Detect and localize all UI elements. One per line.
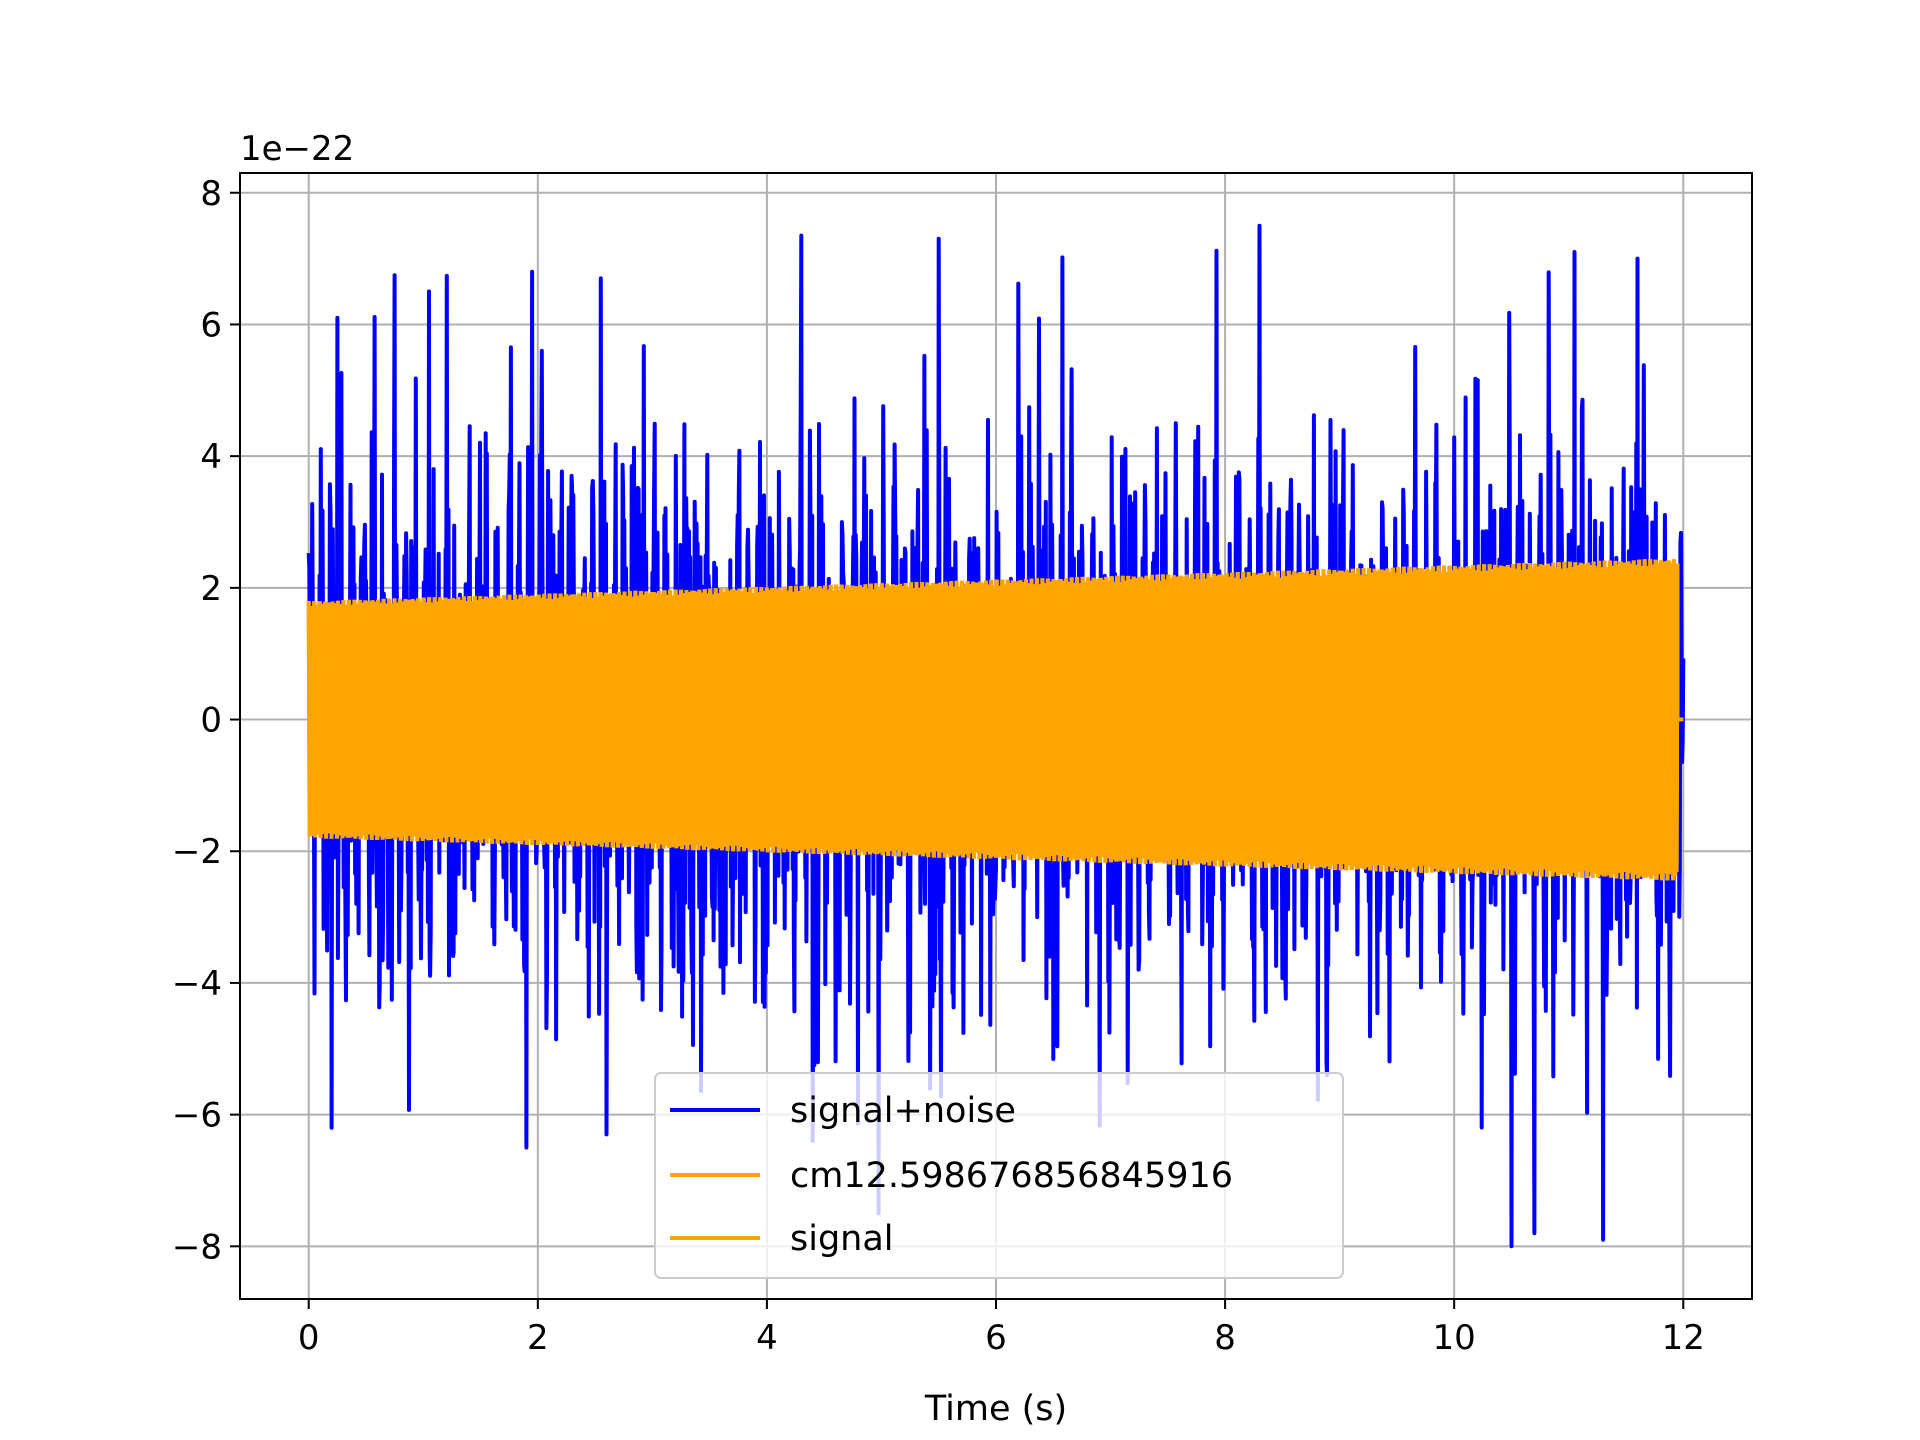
legend-box: [654, 1072, 1344, 1279]
x-tick-label: 12: [1662, 1318, 1705, 1358]
legend-label-cm: cm12.598676856845916: [790, 1156, 1233, 1196]
y-tick-label: 6: [200, 305, 222, 345]
y-axis-ticks: −8 −6 −4 −2 0 2 4 6 8: [172, 174, 240, 1267]
x-tick-label: 10: [1433, 1318, 1476, 1358]
x-tick-label: 8: [1214, 1318, 1236, 1358]
x-axis-label: Time (s): [924, 1389, 1067, 1429]
legend-label-signal: signal: [790, 1219, 894, 1259]
legend: signal+noise cm12.598676856845916 signal: [654, 1072, 1344, 1279]
y-tick-label: −8: [172, 1227, 222, 1267]
x-tick-label: 6: [985, 1318, 1007, 1358]
y-tick-label: 2: [200, 569, 222, 609]
legend-label-signal-noise: signal+noise: [790, 1091, 1016, 1131]
x-axis-ticks: 0 2 4 6 8 10 12: [298, 1299, 1705, 1358]
y-tick-label: −2: [172, 832, 222, 872]
x-tick-label: 4: [756, 1318, 778, 1358]
y-scale-offset-label: 1e−22: [240, 129, 354, 169]
x-tick-label: 0: [298, 1318, 320, 1358]
series-signal-line: [306, 559, 1684, 881]
y-tick-label: 4: [200, 437, 222, 477]
y-tick-label: 8: [200, 174, 222, 214]
y-tick-label: −6: [172, 1096, 222, 1136]
plot-series: [306, 223, 1686, 1249]
x-tick-label: 2: [527, 1318, 549, 1358]
y-tick-label: 0: [200, 701, 222, 741]
y-tick-label: −4: [172, 964, 222, 1004]
